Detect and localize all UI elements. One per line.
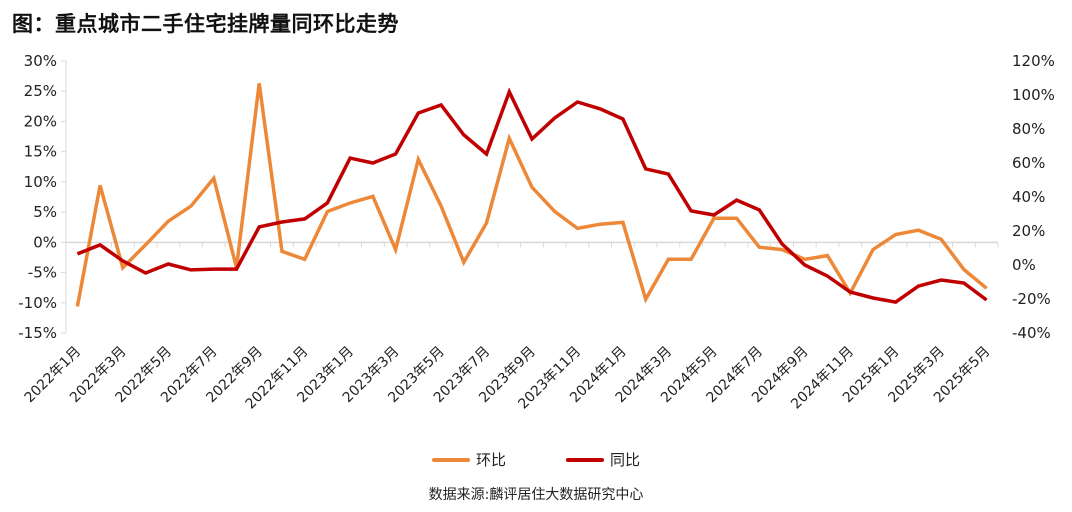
- y-right-tick-label: 100%: [1012, 86, 1055, 104]
- y-left-tick-label: -5%: [28, 264, 57, 282]
- legend-swatch-tongbi: [566, 457, 604, 462]
- legend-label-tongbi: 同比: [610, 451, 641, 469]
- y-left-tick-label: 25%: [24, 82, 57, 100]
- y-right-tick-label: 60%: [1012, 154, 1045, 172]
- y-left-tick-label: 10%: [24, 173, 57, 191]
- y-right-tick-label: 20%: [1012, 222, 1045, 240]
- y-left-tick-label: 20%: [24, 112, 57, 130]
- legend: 环比 同比: [0, 449, 1072, 470]
- y-right-tick-label: 80%: [1012, 120, 1045, 138]
- y-left-tick-label: 0%: [33, 233, 57, 251]
- y-left-tick-label: 5%: [33, 203, 57, 221]
- y-left-tick-label: -15%: [18, 324, 57, 342]
- y-right-tick-label: -20%: [1012, 290, 1051, 308]
- legend-label-huanbi: 环比: [475, 451, 506, 469]
- y-right-tick-label: 0%: [1012, 256, 1036, 274]
- y-right-tick-label: 120%: [1012, 52, 1055, 70]
- y-left-tick-label: 15%: [24, 143, 57, 161]
- data-source-note: 数据来源:麟评居住大数据研究中心: [428, 487, 644, 503]
- legend-item-tongbi: 同比: [566, 449, 640, 470]
- y-right-tick-label: -40%: [1012, 324, 1051, 342]
- y-right-tick-label: 40%: [1012, 188, 1045, 206]
- legend-item-huanbi: 环比: [431, 449, 506, 470]
- y-left-tick-label: 30%: [24, 52, 57, 70]
- legend-swatch-huanbi: [431, 457, 470, 462]
- series-line-huanbi: [75, 83, 988, 307]
- series-line-tongbi: [76, 87, 988, 304]
- y-left-tick-label: -10%: [18, 294, 57, 312]
- chart-title: 图：重点城市二手住宅挂牌量同环比走势: [12, 12, 399, 36]
- line-chart: -15% -10% -5% 0% 5% 10% 15% 20% 25% 30% -40% -20% 0%…: [18, 52, 1055, 412]
